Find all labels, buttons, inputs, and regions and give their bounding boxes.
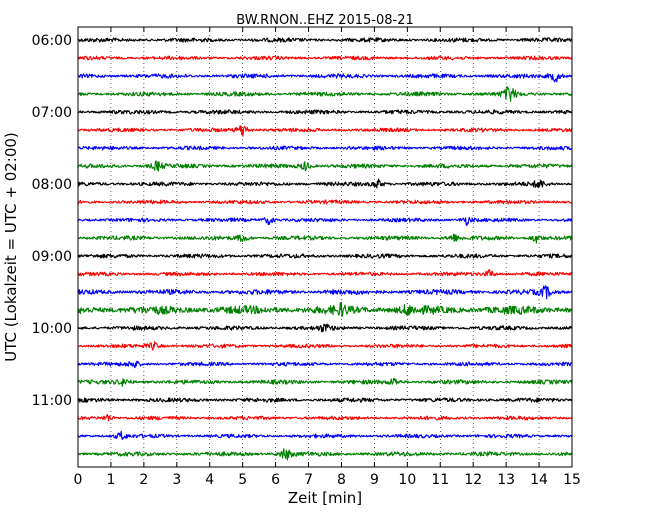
trace-row-5 (77, 125, 573, 137)
trace-row-15 (77, 301, 573, 318)
x-tick-label: 6 (271, 472, 280, 488)
y-axis-ticks: 06:00 07:00 08:00 09:00 10:00 11:00 (32, 33, 572, 409)
chart-title: BW.RNON..EHZ 2015-08-21 (236, 13, 414, 28)
trace-row-9 (77, 199, 572, 205)
x-tick-label: 1 (106, 472, 115, 488)
trace-row-23 (77, 448, 572, 461)
trace-row-6 (77, 145, 572, 151)
x-tick-label: 4 (205, 472, 214, 488)
x-tick-label: 3 (172, 472, 181, 488)
trace-row-4 (77, 109, 573, 115)
x-tick-label: 7 (304, 472, 313, 488)
trace-row-20 (77, 397, 573, 403)
x-tick-label: 12 (464, 472, 482, 488)
trace-row-0 (77, 37, 573, 43)
plot-area-background (78, 27, 572, 467)
y-tick-label: 10:00 (32, 321, 72, 337)
trace-row-14 (77, 285, 573, 300)
x-tick-label: 14 (530, 472, 548, 488)
plot-frame (77, 26, 573, 468)
x-tick-label: 13 (497, 472, 515, 488)
trace-row-12 (77, 253, 573, 259)
trace-row-10 (77, 216, 573, 226)
x-tick-label: 5 (238, 472, 247, 488)
trace-row-1 (77, 55, 573, 61)
x-tick-label: 8 (337, 472, 346, 488)
x-tick-label: 10 (398, 472, 416, 488)
trace-row-8 (77, 178, 572, 189)
x-tick-label: 11 (431, 472, 449, 488)
x-tick-label: 2 (139, 472, 148, 488)
trace-row-16 (77, 323, 573, 333)
trace-row-17 (77, 340, 573, 351)
trace-row-11 (78, 233, 572, 244)
y-tick-label: 11:00 (32, 393, 72, 409)
trace-row-3 (77, 86, 573, 102)
trace-row-2 (77, 73, 573, 83)
y-tick-label: 09:00 (32, 249, 72, 265)
trace-row-19 (77, 377, 573, 387)
x-tick-label: 0 (74, 472, 83, 488)
trace-row-13 (77, 269, 573, 277)
trace-row-7 (77, 160, 573, 172)
trace-row-22 (77, 430, 573, 441)
y-tick-label: 08:00 (32, 177, 72, 193)
vertical-grid (110, 27, 540, 467)
x-axis-ticks: 0 1 2 3 4 5 6 7 8 9 10 11 12 13 14 15 (74, 27, 581, 488)
x-tick-label: 15 (563, 472, 581, 488)
seismic-traces (77, 37, 573, 461)
x-axis-label: Zeit [min] (288, 489, 362, 507)
y-tick-label: 07:00 (32, 105, 72, 121)
x-tick-label: 9 (370, 472, 379, 488)
y-tick-label: 06:00 (32, 33, 72, 49)
trace-row-21 (77, 414, 573, 422)
trace-row-18 (77, 360, 572, 369)
y-axis-label: UTC (Lokalzeit = UTC + 02:00) (2, 132, 20, 362)
